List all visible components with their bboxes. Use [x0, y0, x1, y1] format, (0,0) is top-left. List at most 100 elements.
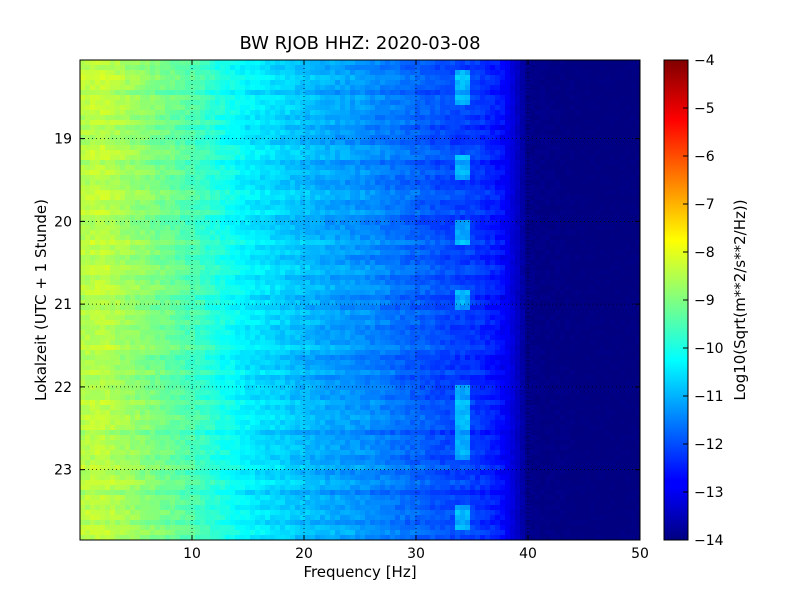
heatmap-cell [325, 215, 331, 221]
heatmap-cell [405, 190, 411, 196]
heatmap-cell [385, 120, 391, 126]
heatmap-cell [235, 95, 241, 101]
heatmap-cell [480, 170, 486, 176]
heatmap-cell [370, 240, 376, 246]
heatmap-cell [470, 205, 476, 211]
heatmap-cell [150, 205, 156, 211]
heatmap-cell [485, 70, 491, 76]
heatmap-cell [335, 190, 341, 196]
heatmap-cell [530, 255, 536, 261]
heatmap-cell [415, 190, 421, 196]
heatmap-cell [395, 250, 401, 256]
heatmap-cell [445, 85, 451, 91]
heatmap-cell [365, 155, 371, 161]
heatmap-cell [235, 245, 241, 251]
heatmap-cell [270, 240, 276, 246]
heatmap-cell [340, 270, 346, 276]
heatmap-cell [100, 225, 106, 231]
heatmap-cell [520, 130, 526, 136]
heatmap-cell [105, 75, 111, 81]
heatmap-cell [225, 65, 231, 71]
heatmap-cell [330, 225, 336, 231]
heatmap-cell [485, 165, 491, 171]
heatmap-cell [395, 100, 401, 106]
heatmap-cell [140, 150, 146, 156]
heatmap-cell [490, 125, 496, 131]
heatmap-cell [215, 160, 221, 166]
heatmap-cell [135, 145, 141, 151]
heatmap-cell [465, 205, 471, 211]
heatmap-cell [90, 280, 96, 286]
heatmap-cell [230, 120, 236, 126]
heatmap-cell [180, 155, 186, 161]
heatmap-cell [485, 220, 491, 226]
heatmap-cell [95, 125, 101, 131]
heatmap-cell [140, 240, 146, 246]
heatmap-cell [305, 215, 311, 221]
heatmap-cell [200, 230, 206, 236]
heatmap-cell [535, 70, 541, 76]
heatmap-cell [320, 100, 326, 106]
heatmap-cell [205, 220, 211, 226]
heatmap-cell [570, 205, 576, 211]
heatmap-cell [320, 230, 326, 236]
heatmap-cell [480, 95, 486, 101]
heatmap-cell [410, 200, 416, 206]
heatmap-cell [115, 125, 121, 131]
heatmap-cell [250, 140, 256, 146]
heatmap-cell [410, 255, 416, 261]
heatmap-cell [295, 175, 301, 181]
heatmap-cell [230, 245, 236, 251]
heatmap-cell [595, 145, 601, 151]
heatmap-cell [110, 255, 116, 261]
heatmap-cell [230, 185, 236, 191]
heatmap-cell [620, 260, 626, 266]
heatmap-cell [210, 110, 216, 116]
heatmap-cell [145, 85, 151, 91]
heatmap-cell [400, 90, 406, 96]
heatmap-cell [530, 240, 536, 246]
heatmap-cell [120, 70, 126, 76]
heatmap-cell [430, 265, 436, 271]
heatmap-cell [190, 65, 196, 71]
heatmap-cell [260, 85, 266, 91]
heatmap-cell [475, 115, 481, 121]
heatmap-cell [290, 60, 296, 66]
heatmap-cell [440, 235, 446, 241]
heatmap-cell [175, 120, 181, 126]
heatmap-cell [185, 85, 191, 91]
heatmap-cell [130, 185, 136, 191]
heatmap-cell [485, 265, 491, 271]
heatmap-cell [610, 125, 616, 131]
heatmap-cell [250, 190, 256, 196]
heatmap-cell [180, 165, 186, 171]
heatmap-cell [345, 120, 351, 126]
heatmap-cell [445, 210, 451, 216]
heatmap-cell [185, 100, 191, 106]
heatmap-cell [420, 250, 426, 256]
heatmap-cell [320, 80, 326, 86]
heatmap-cell [330, 250, 336, 256]
heatmap-cell [170, 95, 176, 101]
heatmap-cell [555, 115, 561, 121]
heatmap-cell [90, 270, 96, 276]
heatmap-cell [260, 240, 266, 246]
heatmap-cell [335, 150, 341, 156]
heatmap-cell [580, 150, 586, 156]
heatmap-cell [485, 105, 491, 111]
heatmap-cell [465, 195, 471, 201]
heatmap-cell [625, 210, 631, 216]
heatmap-cell [405, 275, 411, 281]
heatmap-cell [260, 150, 266, 156]
heatmap-cell [555, 210, 561, 216]
heatmap-cell [155, 115, 161, 121]
heatmap-cell [215, 85, 221, 91]
heatmap-cell [250, 125, 256, 131]
heatmap-cell [95, 115, 101, 121]
heatmap-cell [115, 255, 121, 261]
heatmap-cell [390, 195, 396, 201]
heatmap-cell [505, 250, 511, 256]
heatmap-cell [595, 120, 601, 126]
heatmap-cell [635, 105, 640, 111]
heatmap-cell [85, 155, 91, 161]
